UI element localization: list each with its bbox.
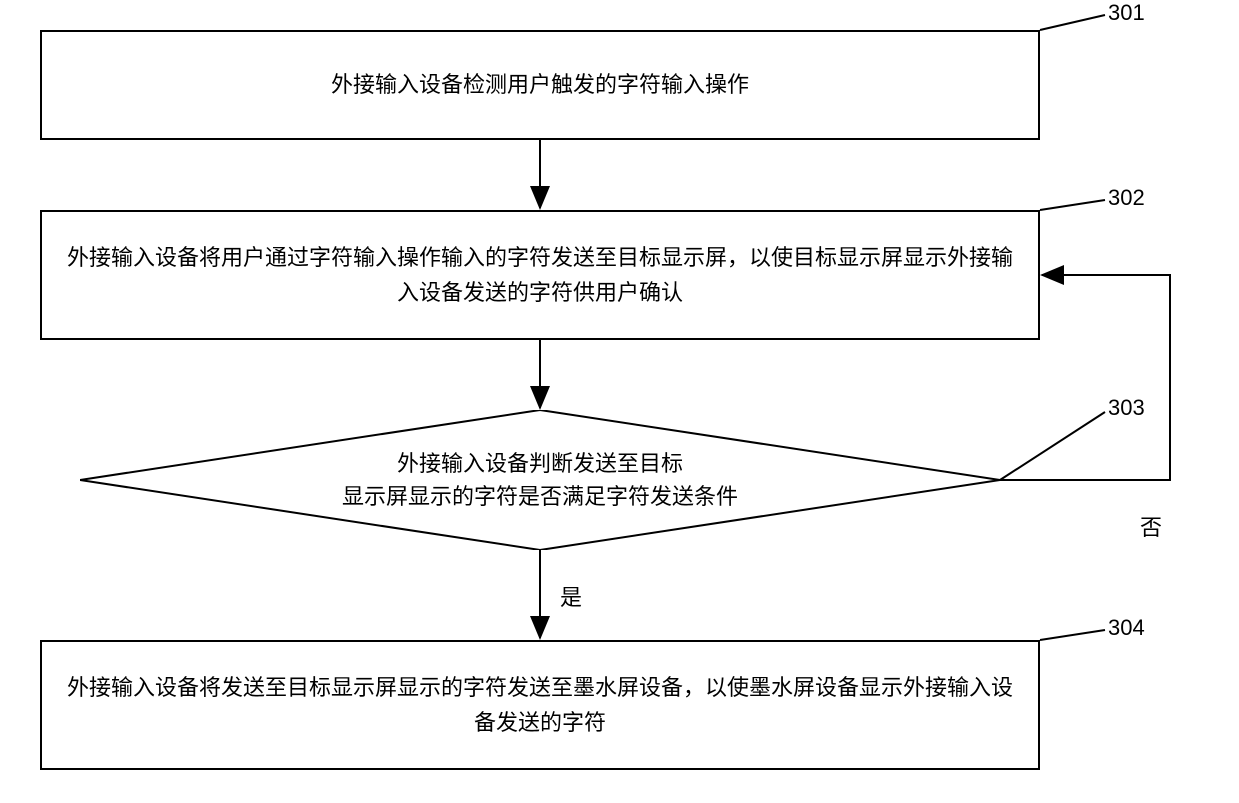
node-303: 外接输入设备判断发送至目标 显示屏显示的字符是否满足字符发送条件 (80, 410, 1000, 550)
node-304: 外接输入设备将发送至目标显示屏显示的字符发送至墨水屏设备，以使墨水屏设备显示外接… (40, 640, 1040, 770)
ref-304: 304 (1108, 615, 1145, 641)
ref-302: 302 (1108, 185, 1145, 211)
ref-301: 301 (1108, 0, 1145, 26)
node-303-text: 外接输入设备判断发送至目标 显示屏显示的字符是否满足字符发送条件 (80, 447, 1000, 513)
node-301: 外接输入设备检测用户触发的字符输入操作 (40, 30, 1040, 140)
node-301-text: 外接输入设备检测用户触发的字符输入操作 (331, 67, 749, 102)
node-302: 外接输入设备将用户通过字符输入操作输入的字符发送至目标显示屏，以使目标显示屏显示… (40, 210, 1040, 340)
edge-no-label: 否 (1140, 510, 1162, 542)
flowchart-container: 外接输入设备检测用户触发的字符输入操作 外接输入设备将用户通过字符输入操作输入的… (0, 0, 1239, 803)
ref-303: 303 (1108, 395, 1145, 421)
edge-yes-label: 是 (560, 580, 582, 612)
node-302-text: 外接输入设备将用户通过字符输入操作输入的字符发送至目标显示屏，以使目标显示屏显示… (62, 240, 1018, 310)
node-304-text: 外接输入设备将发送至目标显示屏显示的字符发送至墨水屏设备，以使墨水屏设备显示外接… (62, 670, 1018, 740)
